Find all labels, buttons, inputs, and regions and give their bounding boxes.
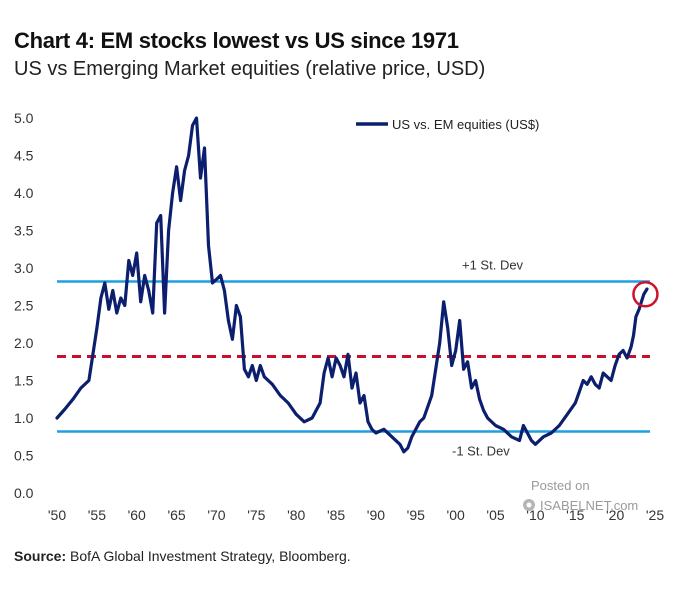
series-layer — [55, 116, 649, 454]
legend-label: US vs. EM equities (US$) — [392, 117, 539, 132]
x-tick-label: '15 — [566, 507, 584, 523]
x-tick-label: '65 — [167, 507, 185, 523]
x-tick-label: '95 — [407, 507, 425, 523]
x-tick-label: '85 — [327, 507, 345, 523]
watermark-logo-icon — [523, 499, 535, 511]
y-tick-label: 0.0 — [14, 485, 34, 501]
source-text: BofA Global Investment Strategy, Bloombe… — [70, 548, 351, 564]
minus-one-sd-label: -1 St. Dev — [452, 444, 510, 459]
reference-lines: +1 St. Dev -1 St. Dev — [57, 258, 650, 459]
y-tick-label: 1.5 — [14, 373, 34, 389]
x-tick-label: '00 — [447, 507, 465, 523]
x-tick-label: '10 — [526, 507, 544, 523]
highlight-circle — [632, 281, 659, 308]
source-note: Source: BofA Global Investment Strategy,… — [14, 548, 351, 564]
y-tick-label: 2.0 — [14, 335, 34, 351]
y-tick-label: 0.5 — [14, 448, 34, 464]
x-tick-label: '20 — [606, 507, 624, 523]
x-tick-label: '25 — [646, 507, 664, 523]
x-tick-label: '60 — [128, 507, 146, 523]
y-tick-label: 3.5 — [14, 223, 34, 239]
y-tick-label: 4.0 — [14, 185, 34, 201]
legend: US vs. EM equities (US$) — [356, 117, 539, 132]
y-tick-label: 1.0 — [14, 410, 34, 426]
x-tick-label: '80 — [287, 507, 305, 523]
chart-title: Chart 4: EM stocks lowest vs US since 19… — [14, 28, 459, 53]
x-tick-label: '70 — [207, 507, 225, 523]
x-tick-label: '75 — [247, 507, 265, 523]
x-tick-label: '50 — [48, 507, 66, 523]
y-tick-label: 5.0 — [14, 110, 34, 126]
y-tick-label: 2.5 — [14, 298, 34, 314]
x-tick-label: '05 — [486, 507, 504, 523]
source-label: Source: — [14, 548, 67, 564]
x-tick-label: '90 — [367, 507, 385, 523]
y-tick-label: 4.5 — [14, 148, 34, 164]
chart-subtitle: US vs Emerging Market equities (relative… — [14, 58, 486, 80]
y-axis: 0.0 0.5 1.0 1.5 2.0 2.5 3.0 3.5 4.0 4.5 5.0 — [14, 110, 34, 501]
plus-one-sd-label: +1 St. Dev — [462, 258, 524, 273]
x-axis: '50 '55 '60 '65 '70 '75 '80 '85 '90 '95 '00 '05 '10 '… — [48, 507, 664, 523]
watermark-posted: Posted on — [531, 478, 590, 493]
y-tick-label: 3.0 — [14, 260, 34, 276]
watermark-site: ISABELNET.com — [540, 498, 638, 513]
x-tick-label: '55 — [88, 507, 106, 523]
highlight-layer — [632, 281, 659, 308]
watermark: Posted on ISABELNET.com — [523, 478, 638, 513]
series-line — [55, 116, 649, 454]
